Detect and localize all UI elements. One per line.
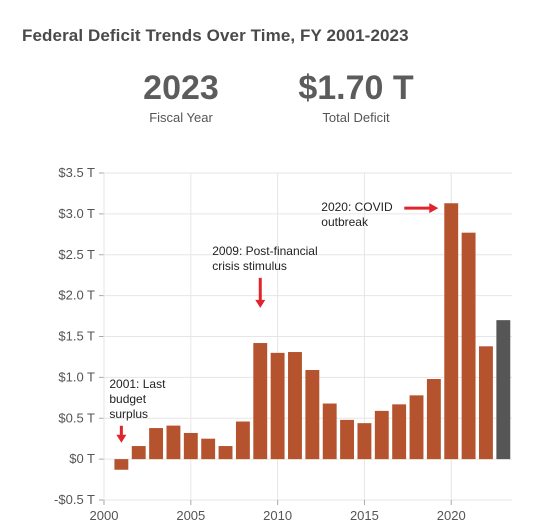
bar [374,410,389,460]
bar [340,419,355,460]
annotation-text: outbreak [321,215,369,229]
bar [461,232,476,460]
bar [270,352,285,460]
y-tick-label: $0.5 T [58,410,95,425]
bar [357,423,372,460]
x-tick-label: 2015 [350,508,379,523]
x-tick-label: 2000 [90,508,119,523]
kpi-deficit-value: $1.70 T [298,69,414,107]
y-tick-label: $0 T [69,451,95,466]
y-tick-label: $2.5 T [58,247,95,262]
annotation-text: crisis stimulus [212,259,287,273]
kpi-year-label: Fiscal Year [149,110,213,125]
bar [479,346,493,460]
annotation-arrow-head [116,434,127,443]
annotation-text: 2009: Post-financial [212,244,317,258]
annotation-text: 2001: Last [109,377,166,391]
bar [409,395,424,460]
bar [253,343,268,460]
y-tick-label: $1.5 T [58,329,95,344]
bar [426,379,441,460]
bar [288,352,302,460]
bar [149,428,164,460]
y-tick-label: -$0.5 T [54,492,95,507]
x-tick-label: 2020 [437,508,466,523]
y-tick-label: $3.0 T [58,206,95,221]
annotation-arrow-head [255,299,266,308]
y-tick-label: $3.5 T [58,165,95,180]
kpi-year-value: 2023 [143,69,219,107]
bar [201,438,216,460]
chart-title: Federal Deficit Trends Over Time, FY 200… [22,26,409,45]
bar [166,425,181,460]
bar [322,403,337,460]
annotation-text: surplus [109,407,148,421]
bar [183,432,198,460]
kpi-fiscal-year: 2023 Fiscal Year [131,70,231,125]
bar [392,404,407,460]
annotation-text: 2020: COVID [321,200,393,214]
y-tick-label: $1.0 T [58,369,95,384]
kpi-deficit-label: Total Deficit [322,110,390,125]
annotation-text: budget [109,392,146,406]
bar [131,446,146,460]
bar [444,203,459,460]
y-tick-label: $2.0 T [58,288,95,303]
bar-highlight [496,320,511,460]
x-tick-label: 2010 [263,508,292,523]
bar [305,370,320,460]
bar [235,421,250,460]
kpi-total-deficit: $1.70 T Total Deficit [289,70,423,125]
x-tick-label: 2005 [176,508,205,523]
bar [218,446,233,460]
bar [114,459,129,470]
annotation-arrow-head [429,203,439,214]
